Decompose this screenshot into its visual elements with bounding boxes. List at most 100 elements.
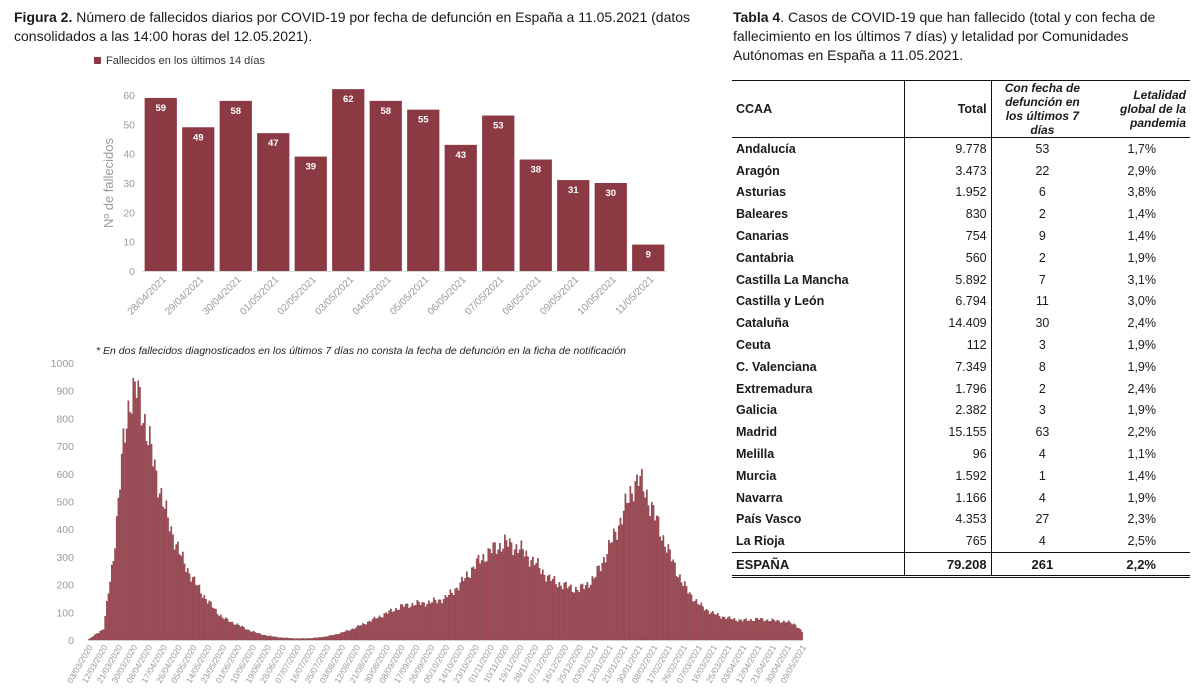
ccaa-cell: Cataluña <box>736 316 789 331</box>
last-7-days-cell: 9 <box>1038 229 1046 244</box>
daily-bar <box>409 606 412 641</box>
daily-bar <box>551 578 554 641</box>
daily-bar <box>124 442 126 641</box>
daily-bar <box>373 616 376 641</box>
daily-bar <box>693 600 696 641</box>
daily-bar <box>279 637 282 641</box>
daily-bar <box>574 587 577 641</box>
daily-bar <box>155 470 158 641</box>
last-7-days-cell: 6 <box>1038 185 1046 200</box>
bar-value-label: 62 <box>343 94 354 105</box>
total-cell: 96 <box>904 443 992 465</box>
daily-bar <box>690 594 693 641</box>
daily-bar <box>715 614 718 641</box>
daily-bar <box>254 632 257 641</box>
bar-value-label: 53 <box>493 121 504 132</box>
last-7-days-cell: 261 <box>991 552 1094 578</box>
daily-bar <box>267 635 270 641</box>
ccaa-cell: La Rioja <box>736 534 785 549</box>
daily-bar <box>738 619 741 641</box>
daily-bar <box>555 584 557 641</box>
header-ccaa: CCAA <box>732 80 905 138</box>
daily-bar <box>246 629 249 641</box>
daily-bar <box>669 549 671 641</box>
daily-bar <box>310 638 313 641</box>
daily-bar <box>718 616 721 641</box>
ccaa-cell: Murcia <box>736 468 777 483</box>
daily-bar <box>614 531 617 641</box>
table-total-row: ESPAÑA 79.208 261 2,2% <box>732 552 1190 578</box>
daily-bar <box>383 613 386 641</box>
daily-bar <box>125 428 128 641</box>
total-cell: 7.349 <box>904 355 992 378</box>
daily-bar <box>284 637 287 641</box>
daily-bar <box>191 577 194 641</box>
daily-bar <box>584 585 587 641</box>
daily-bar <box>213 608 216 641</box>
daily-bar <box>652 505 655 641</box>
daily-bar <box>216 614 219 641</box>
daily-bar <box>444 595 447 641</box>
daily-bar <box>579 584 582 641</box>
daily-bar <box>672 559 675 641</box>
daily-bar <box>229 621 232 641</box>
daily-bar <box>781 622 784 641</box>
lethality-cell: 3,0% <box>1127 294 1157 309</box>
daily-bar <box>140 425 143 641</box>
daily-bar <box>779 623 782 641</box>
last-7-days-cell: 1 <box>1038 468 1046 483</box>
daily-bar <box>236 623 239 641</box>
daily-bar <box>717 613 719 641</box>
daily-bar <box>152 466 154 641</box>
daily-bar <box>466 571 468 641</box>
daily-bar <box>553 576 556 641</box>
last-7-days-cell: 3 <box>1038 338 1046 353</box>
daily-bar <box>203 595 206 641</box>
daily-bar <box>343 631 346 641</box>
daily-bar <box>550 581 552 641</box>
daily-bar <box>594 576 597 641</box>
y-tick-label: 500 <box>56 497 74 509</box>
y-tick-label: 800 <box>56 413 74 425</box>
daily-bar <box>599 571 602 641</box>
daily-bar <box>541 569 544 641</box>
daily-bar <box>317 637 320 641</box>
daily-bar <box>573 592 576 641</box>
lethality-cell: 2,9% <box>1127 163 1157 178</box>
daily-bar <box>158 493 161 641</box>
daily-bar <box>457 590 460 641</box>
daily-bar <box>636 474 638 641</box>
daily-bar <box>224 617 227 641</box>
x-tick-label: 02/05/2021 <box>276 274 319 317</box>
daily-bar <box>120 453 123 641</box>
daily-bar <box>523 556 526 641</box>
daily-bar <box>616 539 618 641</box>
x-tick-label: 04/05/2021 <box>351 274 394 317</box>
table-row: Asturias 1.952 6 3,8% <box>732 181 1190 204</box>
daily-bar <box>297 638 300 641</box>
daily-bar <box>740 619 742 641</box>
lethality-cell: 2,3% <box>1127 512 1157 527</box>
daily-bar <box>243 627 245 641</box>
daily-bar <box>338 633 341 641</box>
ccaa-cell: Castilla La Mancha <box>736 272 849 287</box>
daily-bar <box>611 542 613 641</box>
daily-bar <box>692 601 694 641</box>
daily-bar <box>218 616 220 641</box>
daily-bar <box>137 380 140 641</box>
daily-bar <box>503 534 506 641</box>
daily-bar <box>768 621 770 641</box>
daily-bar <box>748 620 751 641</box>
x-tick-label: 11/05/2021 <box>614 274 657 317</box>
daily-bar <box>299 638 301 641</box>
daily-bar <box>428 600 430 641</box>
daily-bar <box>530 560 533 641</box>
daily-bar <box>685 586 688 641</box>
daily-bar <box>241 625 244 641</box>
bar-value-label: 58 <box>230 106 241 117</box>
daily-bar <box>423 602 425 641</box>
table-row: Cataluña 14.409 30 2,4% <box>732 312 1190 335</box>
daily-bar <box>548 574 551 641</box>
daily-bar <box>489 548 491 641</box>
daily-bar <box>441 603 443 641</box>
